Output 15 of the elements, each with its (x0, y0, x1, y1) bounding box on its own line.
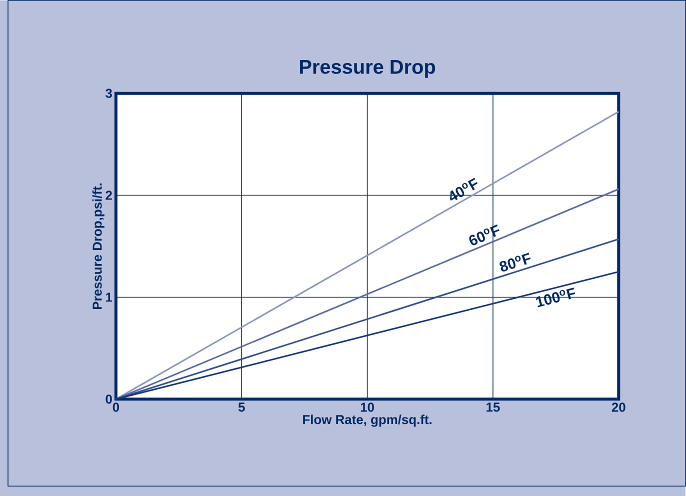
x-tick-label: 15 (486, 402, 500, 412)
text: 100$^{o}$F (536, 288, 576, 308)
y-axis-title: Pressure Drop,psi/ft. (92, 183, 104, 309)
y-tick-label: 0 (106, 394, 112, 404)
y-tick-label: 2 (106, 190, 112, 200)
text: 60$^{o}$F (469, 224, 500, 246)
x-tick-label: 20 (612, 402, 626, 412)
x-tick-label: 5 (238, 402, 245, 412)
y-tick-label: 3 (106, 88, 112, 98)
x-tick-label: 0 (112, 402, 120, 412)
text: 80$^{o}$F (500, 252, 531, 272)
chart-title: Pressure Drop (300, 60, 436, 78)
x-tick-label: 10 (360, 402, 374, 412)
y-tick-label: 1 (106, 292, 112, 302)
x-axis-title: Flow Rate, gpm/sq.ft. (303, 414, 432, 427)
